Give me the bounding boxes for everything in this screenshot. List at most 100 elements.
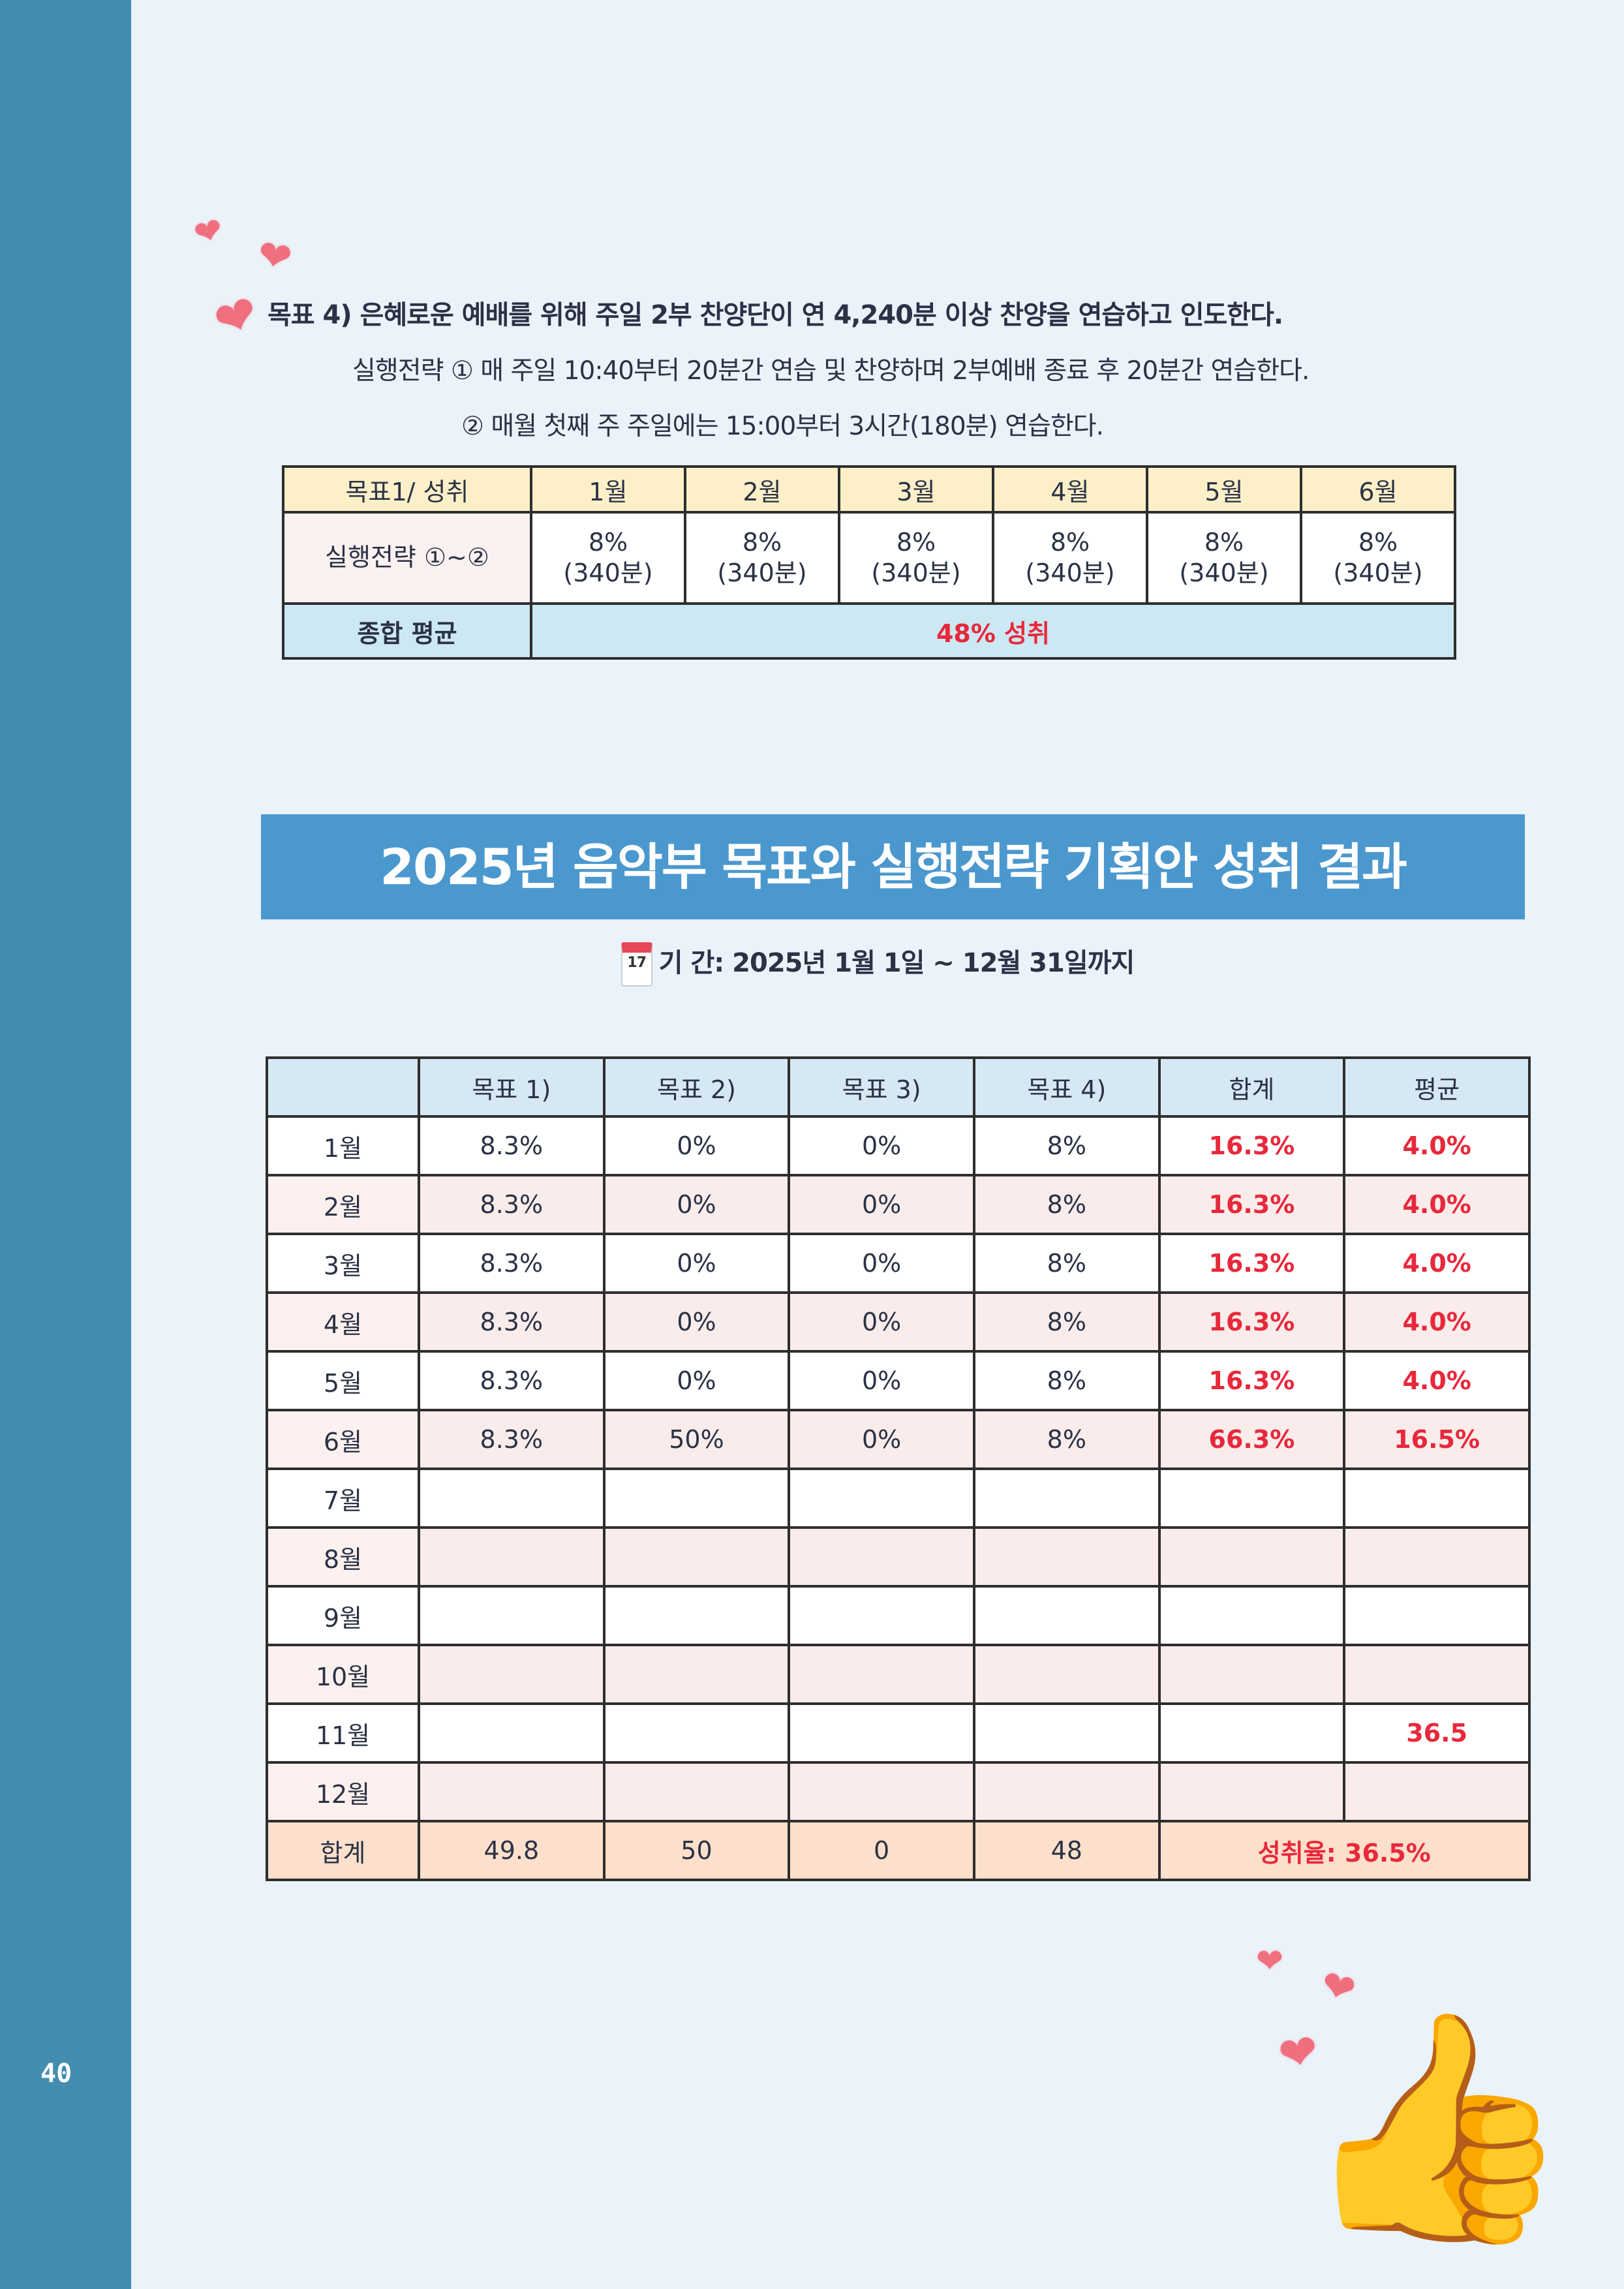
table-cell: 8% [972,1291,1161,1353]
table-row: 2월 8.3% 0% 0% 8% 16.3% 4.0% [266,1174,1531,1235]
table-cell [1157,1526,1346,1588]
strategy-2: ② 매월 첫째 주 주일에는 15:00부터 3시간(180분) 연습한다. [461,412,1104,441]
table-cell: 66.3% [1157,1409,1346,1470]
table-cell: 16.3% [1157,1174,1346,1235]
thumbs-up-icon: 👍 [1298,1998,1575,2256]
period-line: 17 기 간: 2025년 1월 1일 ~ 12월 31일까지 [0,942,1624,987]
table-cell [972,1702,1161,1764]
row-label: 합계 [266,1820,420,1881]
table-cell: 50 [602,1820,791,1881]
table-cell [972,1467,1161,1529]
header-cell: 5월 [1146,465,1302,514]
table-cell [418,1467,605,1529]
table-cell: 8.3% [418,1291,605,1353]
table-cell [788,1702,975,1764]
table-row: 7월 [266,1467,1531,1529]
cell-pct: 8% [1358,527,1398,557]
table-cell: 8% (340분) [992,511,1148,605]
table-cell: 8.3% [418,1350,605,1411]
table-cell [418,1702,605,1764]
page-number: 40 [40,2059,72,2089]
table-cell [1343,1761,1531,1822]
table-cell [1157,1702,1346,1764]
table-cell: 0% [788,1350,975,1411]
sidebar-strip [0,0,131,2289]
row-label: 4월 [266,1291,420,1353]
table-cell: 성취율: 36.5% [1157,1820,1531,1881]
table-cell: 8.3% [418,1409,605,1470]
cell-pct: 8% [588,527,628,557]
table-cell: 8% [972,1233,1161,1294]
table-cell [1343,1467,1531,1529]
section-banner: 2025년 음악부 목표와 실행전략 기획안 성취 결과 [261,814,1525,919]
table-cell [602,1761,791,1822]
goal4-title: 목표 4) 은혜로운 예배를 위해 주일 2부 찬양단이 연 4,240분 이상… [268,300,1283,330]
table-cell: 8% (340분) [684,511,840,605]
table-cell [1157,1467,1346,1529]
table-cell [1157,1644,1346,1705]
table-cell: 0% [602,1115,791,1176]
table-cell: 0% [788,1291,975,1353]
table-cell: 0% [602,1233,791,1294]
table-cell [972,1585,1161,1646]
table-cell [602,1585,791,1646]
table-cell: 49.8 [418,1820,605,1881]
header-cell: 1월 [530,465,686,514]
table-cell [418,1761,605,1822]
table-cell [602,1467,791,1529]
table-cell [418,1526,605,1588]
table-row: 12월 [266,1761,1531,1822]
table-total-row: 합계 49.8 50 0 48 성취율: 36.5% [266,1820,1531,1881]
row-label [266,1056,420,1118]
cell-minutes: (340분) [1025,559,1115,587]
table-cell [972,1526,1161,1588]
header-cell: 4월 [992,465,1148,514]
table-cell [1157,1585,1346,1646]
table-cell: 16.3% [1157,1350,1346,1411]
table-cell: 16.3% [1157,1291,1346,1353]
table-cell: 0% [788,1115,975,1176]
table-cell [602,1702,791,1764]
cell-pct: 8% [896,527,936,557]
table-cell: 50% [602,1409,791,1470]
table-cell: 4.0% [1343,1291,1531,1353]
table-row: 1월 8.3% 0% 0% 8% 16.3% 4.0% [266,1115,1531,1176]
header-cell: 2월 [684,465,840,514]
row-label: 2월 [266,1174,420,1235]
table-cell: 16.3% [1157,1115,1346,1176]
table-cell: 36.5 [1343,1702,1531,1764]
row-label: 12월 [266,1761,420,1822]
table-cell: 8% (340분) [1300,511,1456,605]
table-cell: 4.0% [1343,1174,1531,1235]
table-cell: 0% [788,1174,975,1235]
row-label: 9월 [266,1585,420,1646]
table-cell: 8% [972,1174,1161,1235]
footer-label: 종합 평균 [282,602,532,660]
table-cell: 목표 4) [972,1056,1161,1118]
cell-pct: 8% [1050,527,1090,557]
table-cell: 목표 2) [602,1056,791,1118]
table-row: 6월 8.3% 50% 0% 8% 66.3% 16.5% [266,1409,1531,1470]
table-cell: 평균 [1343,1056,1531,1118]
header-cell: 3월 [838,465,994,514]
table-cell: 4.0% [1343,1233,1531,1294]
table-cell: 16.3% [1157,1233,1346,1294]
table-cell: 8% [972,1350,1161,1411]
heart-icon: ❤ [1256,1942,1283,1980]
cell-pct: 8% [1204,527,1244,557]
row-label: 8월 [266,1526,420,1588]
footer-value: 48% 성취 [530,602,1456,660]
row-label: 10월 [266,1644,420,1705]
heart-icon: ❤ [206,283,267,353]
table-cell [602,1526,791,1588]
table-cell: 8.3% [418,1233,605,1294]
table-cell: 0% [788,1409,975,1470]
table-cell: 0 [788,1820,975,1881]
row-label: 1월 [266,1115,420,1176]
table-cell [788,1644,975,1705]
row-label: 5월 [266,1350,420,1411]
row-label: 3월 [266,1233,420,1294]
cell-minutes: (340분) [871,559,961,587]
table-cell: 8.3% [418,1174,605,1235]
strategy-1: 실행전략 ① 매 주일 10:40부터 20분간 연습 및 찬양하며 2부예배 … [352,356,1310,386]
